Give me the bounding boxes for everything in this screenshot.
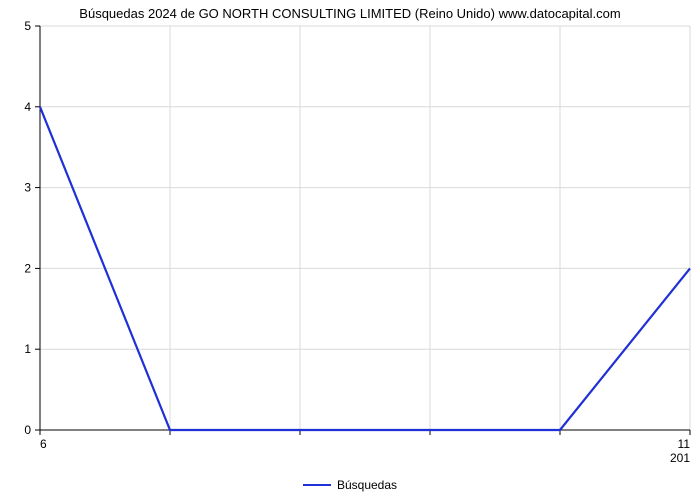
- legend: Búsquedas: [0, 478, 700, 492]
- chart-svg: 0 1 2 3 4 5 6 11201: [0, 0, 700, 500]
- legend-swatch: [303, 484, 331, 486]
- ytick-label: 0: [24, 423, 31, 437]
- x-sublabel: 201: [670, 451, 690, 465]
- xtick-label: 11: [678, 437, 691, 451]
- ytick-label: 3: [24, 181, 31, 195]
- ytick-label: 2: [24, 261, 31, 275]
- ytick-label: 4: [24, 100, 31, 114]
- chart-container: Búsquedas 2024 de GO NORTH CONSULTING LI…: [0, 0, 700, 500]
- legend-label: Búsquedas: [337, 478, 397, 492]
- ytick-label: 5: [24, 19, 31, 33]
- xtick-label: 6: [40, 437, 47, 451]
- ytick-label: 1: [24, 342, 31, 356]
